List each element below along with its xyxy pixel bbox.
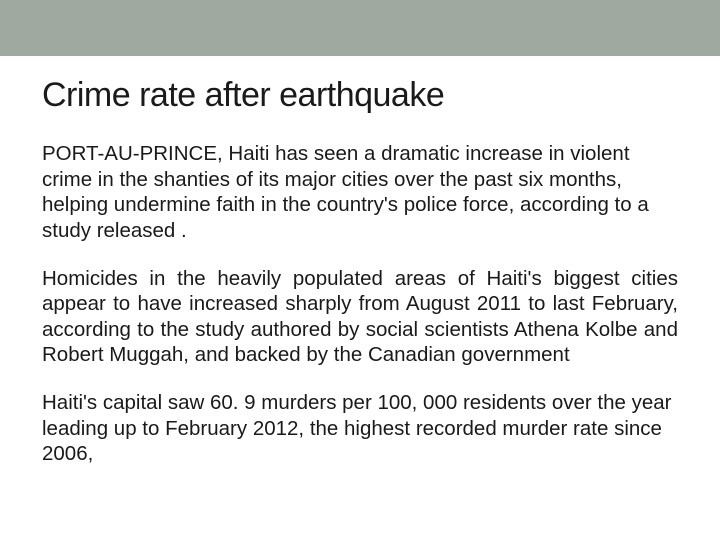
- paragraph-3: Haiti's capital saw 60. 9 murders per 10…: [42, 390, 678, 467]
- paragraph-1: PORT-AU-PRINCE, Haiti has seen a dramati…: [42, 141, 678, 244]
- slide: Crime rate after earthquake PORT-AU-PRIN…: [0, 0, 720, 540]
- paragraph-2: Homicides in the heavily populated areas…: [42, 266, 678, 369]
- top-accent-bar: [0, 0, 720, 56]
- slide-title: Crime rate after earthquake: [42, 76, 678, 115]
- slide-content: Crime rate after earthquake PORT-AU-PRIN…: [0, 56, 720, 467]
